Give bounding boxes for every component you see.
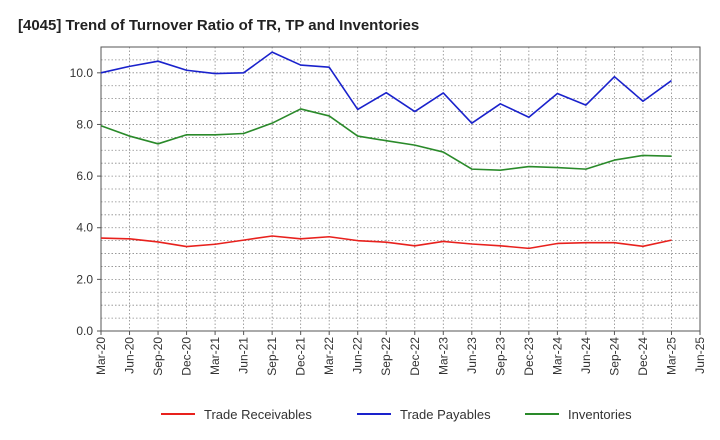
y-tick-label: 6.0	[76, 169, 93, 183]
x-tick-label: Jun-22	[351, 337, 365, 374]
x-tick-label: Mar-21	[208, 337, 222, 375]
x-tick-label: Mar-24	[550, 337, 564, 375]
x-tick-label: Mar-25	[664, 337, 678, 375]
series-line-trade-payables	[100, 51, 672, 124]
x-tick-label: Sep-22	[379, 337, 393, 376]
y-tick-label: 0.0	[76, 324, 93, 338]
x-tick-label: Jun-23	[465, 337, 479, 374]
x-tick-label: Sep-24	[607, 337, 621, 376]
series-line-trade-receivables	[100, 235, 672, 250]
x-tick-label: Jun-24	[579, 337, 593, 374]
y-tick-label: 10.0	[70, 66, 94, 80]
x-tick-label: Mar-23	[436, 337, 450, 375]
y-tick-label: 8.0	[76, 117, 93, 131]
plot-background	[101, 47, 700, 331]
x-tick-label: Dec-21	[294, 337, 308, 376]
x-tick-label: Sep-23	[493, 337, 507, 376]
legend: Trade Receivables Trade Payables Inventori…	[161, 407, 632, 422]
legend-label-inventories: Inventories	[568, 407, 632, 422]
chart-title: [4045] Trend of Turnover Ratio of TR, TP…	[18, 17, 419, 34]
x-tick-label: Dec-23	[522, 337, 536, 376]
x-tick-label: Jun-25	[693, 337, 707, 374]
x-tick-label: Mar-20	[94, 337, 108, 375]
series-line-inventories	[100, 108, 672, 171]
legend-label-trade-receivables: Trade Receivables	[204, 407, 312, 422]
x-tick-label: Dec-22	[408, 337, 422, 376]
plot-border	[100, 46, 701, 332]
y-tick-label: 4.0	[76, 221, 93, 235]
x-tick-label: Sep-20	[151, 337, 165, 376]
y-tick-label: 2.0	[76, 272, 93, 286]
x-tick-label: Jun-20	[123, 337, 137, 374]
x-tick-label: Mar-22	[322, 337, 336, 375]
x-tick-label: Jun-21	[237, 337, 251, 374]
x-tick-label: Sep-21	[265, 337, 279, 376]
plot-area: 0.0 2.0 4.0 6.0 8.0 10.0 Mar-20 Jun-20 Sep-20 Dec…	[70, 46, 707, 376]
x-tick-label: Dec-20	[180, 337, 194, 376]
legend-label-trade-payables: Trade Payables	[400, 407, 491, 422]
x-tick-label: Dec-24	[636, 337, 650, 376]
